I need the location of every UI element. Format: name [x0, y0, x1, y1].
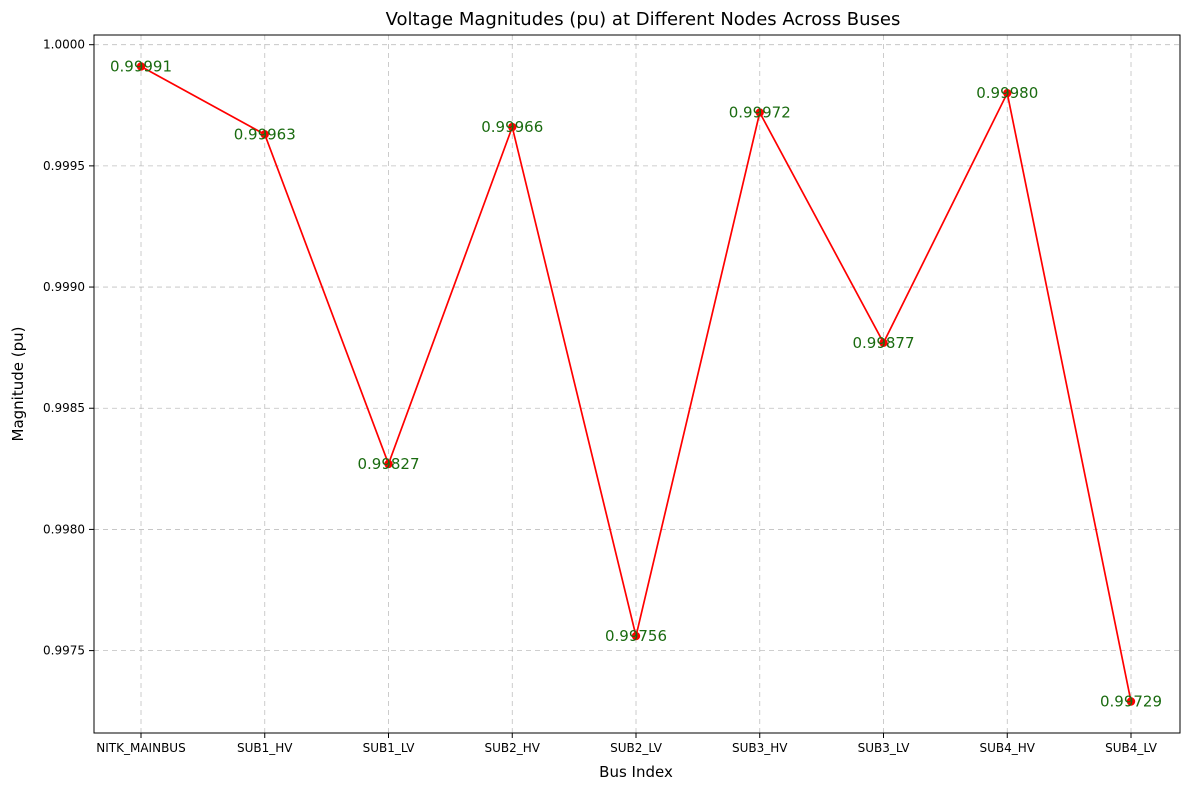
y-tick-label: 1.0000 — [43, 38, 85, 52]
x-tick-label: SUB4_LV — [1105, 741, 1158, 755]
data-label: 0.99980 — [976, 84, 1038, 102]
data-label: 0.99966 — [481, 118, 543, 136]
data-point — [879, 338, 888, 347]
x-tick-label: SUB1_HV — [237, 741, 293, 755]
data-point — [260, 130, 269, 139]
data-point — [136, 62, 146, 71]
data-label: 0.99729 — [1100, 692, 1162, 710]
data-labels: 0.99991 0.99963 0.99827 0.99966 0.99756 0.999… — [110, 58, 1162, 711]
x-axis: NITK_MAINBUS SUB1_HV SUB1_LV SUB2_HV SUB2_LV… — [96, 733, 1158, 755]
x-tick-label: SUB3_HV — [732, 741, 788, 755]
data-point — [755, 108, 764, 117]
x-tick-label: SUB2_HV — [485, 741, 541, 755]
x-tick-label: SUB2_LV — [610, 741, 663, 755]
data-label: 0.99963 — [234, 125, 296, 143]
y-axis: 0.9975 0.9980 0.9985 0.9990 0.9995 1.0000 — [43, 38, 94, 658]
data-point — [631, 631, 641, 641]
x-tick-label: NITK_MAINBUS — [96, 741, 185, 755]
y-tick-label: 0.9990 — [43, 280, 85, 294]
plot-frame — [93, 34, 1181, 734]
x-tick-label: SUB4_HV — [980, 741, 1036, 755]
data-point — [384, 459, 393, 469]
x-tick-label: SUB3_LV — [858, 741, 911, 755]
data-point — [1003, 88, 1012, 98]
data-label: 0.99756 — [605, 627, 667, 645]
grid — [94, 35, 1180, 733]
x-tick-label: SUB1_LV — [363, 741, 416, 755]
data-label: 0.99877 — [852, 334, 914, 352]
y-tick-label: 0.9985 — [43, 401, 85, 415]
y-axis-label: Magnitude (pu) — [9, 327, 27, 442]
chart-title: Voltage Magnitudes (pu) at Different Nod… — [386, 9, 901, 30]
series — [136, 62, 1136, 706]
x-axis-label: Bus Index — [599, 763, 673, 781]
data-point — [1126, 697, 1136, 706]
data-label: 0.99972 — [729, 104, 791, 122]
y-tick-label: 0.9980 — [43, 522, 85, 536]
data-label: 0.99827 — [357, 455, 419, 473]
y-tick-label: 0.9995 — [43, 159, 85, 173]
data-point — [508, 122, 517, 132]
data-label: 0.99991 — [110, 58, 172, 76]
y-tick-label: 0.9975 — [43, 644, 85, 658]
